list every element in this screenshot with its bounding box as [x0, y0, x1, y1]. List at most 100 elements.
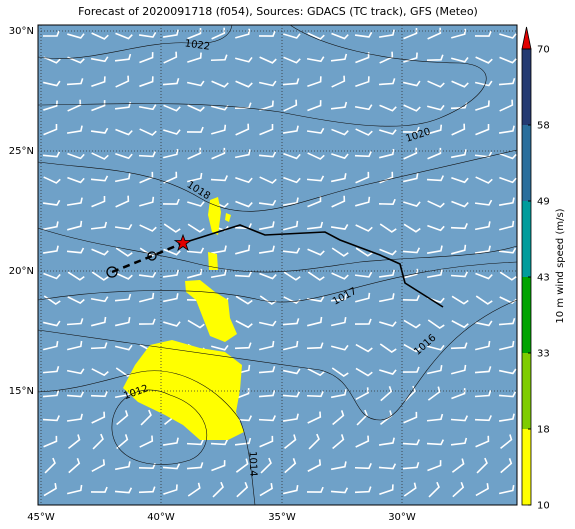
axis-labels: 30°N 25°N 20°N 15°N 45°W 40°W 35°W 30°W: [9, 26, 416, 523]
wind-barb: [114, 317, 131, 327]
wind-barb: [114, 293, 132, 302]
wind-barb: [186, 80, 205, 87]
wind-barb: [306, 342, 324, 350]
wind-barb: [67, 99, 82, 112]
colorbar-tick-label: 58: [537, 121, 550, 132]
wind-barb: [91, 152, 109, 160]
wind-barb: [187, 201, 205, 207]
wind-barb: [42, 245, 59, 254]
lat-label: 20°N: [9, 266, 34, 277]
wind-barb: [355, 343, 373, 353]
wind-barb: [427, 124, 443, 135]
wind-barb: [66, 78, 84, 86]
wind-barb: [259, 483, 273, 497]
wind-barb: [355, 76, 370, 88]
wind-barb: [474, 151, 493, 158]
wind-barb: [235, 177, 253, 184]
lat-label: 25°N: [9, 146, 34, 157]
wind-barb: [91, 195, 106, 208]
wind-barb: [331, 367, 349, 377]
wind-barb: [212, 481, 224, 498]
wind-barb: [116, 434, 129, 450]
wind-barb: [115, 128, 133, 136]
wind-barb: [330, 173, 347, 183]
wind-barb: [162, 293, 179, 303]
wind-barb: [450, 149, 467, 159]
wind-barb: [211, 460, 226, 472]
wind-barb: [139, 128, 157, 136]
wind-barbs: [42, 27, 517, 498]
wind-barb: [308, 433, 320, 450]
wind-barb: [402, 462, 420, 470]
wind-barb: [498, 391, 517, 398]
wind-barb: [379, 343, 397, 353]
wind-barb: [283, 56, 301, 64]
wind-barb: [404, 385, 416, 402]
colorbar: 10 18 33 43 49 58 70: [521, 26, 550, 512]
wind-barb: [43, 483, 57, 497]
wind-barb: [499, 33, 517, 39]
wind-barb: [330, 389, 347, 399]
wind-barb: [115, 195, 130, 208]
wind-barb: [67, 176, 85, 184]
wind-barb: [43, 30, 60, 37]
wind-barb: [115, 344, 133, 351]
wind-barb: [451, 80, 469, 88]
wind-barb: [307, 411, 322, 424]
wind-barb: [162, 198, 180, 205]
wind-barb: [330, 317, 347, 327]
lon-label: 40°W: [147, 512, 175, 523]
wind-barb: [306, 127, 325, 134]
wind-barb: [330, 53, 348, 62]
wind-barb: [379, 248, 397, 256]
wind-barb: [43, 272, 61, 280]
wind-barb: [90, 342, 108, 350]
wind-barb: [259, 124, 274, 136]
wind-barb: [500, 434, 513, 450]
wind-barb: [474, 30, 492, 37]
contour-label: 1014: [247, 451, 259, 477]
wind-barb: [450, 223, 468, 230]
wind-barb: [67, 340, 83, 351]
past-track: [182, 224, 444, 308]
wind-barb: [498, 247, 517, 254]
wind-barb: [307, 100, 322, 112]
wind-barb: [66, 197, 83, 206]
wind-barb: [474, 415, 492, 422]
wind-barb: [91, 248, 109, 256]
wind-barb: [307, 32, 325, 40]
wind-barb: [258, 415, 276, 422]
wind-barb: [403, 223, 421, 233]
lon-label: 30°W: [388, 512, 416, 523]
wind-barb: [139, 171, 154, 184]
wind-barb: [500, 458, 513, 474]
wind-barb: [474, 320, 493, 327]
wind-barb: [379, 148, 395, 159]
colorbar-segment: [522, 277, 531, 353]
colorbar-segment: [522, 429, 531, 505]
wind-barb: [498, 78, 516, 86]
wind-barb: [211, 27, 226, 40]
wind-barb: [43, 176, 61, 184]
wind-barb: [499, 220, 515, 231]
wind-barb: [139, 224, 157, 232]
wind-barb: [114, 53, 132, 62]
wind-barb: [330, 293, 348, 302]
wind-barb: [380, 386, 393, 402]
wind-barb: [162, 29, 179, 38]
wind-area: [225, 213, 231, 222]
wind-barb: [187, 172, 203, 183]
wind-barb: [307, 195, 322, 208]
wind-barb: [403, 104, 421, 112]
wind-barb: [476, 457, 488, 474]
wind-barb: [498, 413, 515, 422]
wind-barb: [91, 411, 106, 424]
wind-barb: [379, 104, 397, 112]
wind-barb: [475, 100, 490, 111]
wind-barb: [474, 80, 493, 87]
wind-barb: [138, 31, 157, 38]
wind-barb: [138, 271, 157, 278]
wind-barb: [282, 247, 301, 254]
isobar: [37, 227, 518, 273]
wind-barb: [428, 481, 440, 498]
